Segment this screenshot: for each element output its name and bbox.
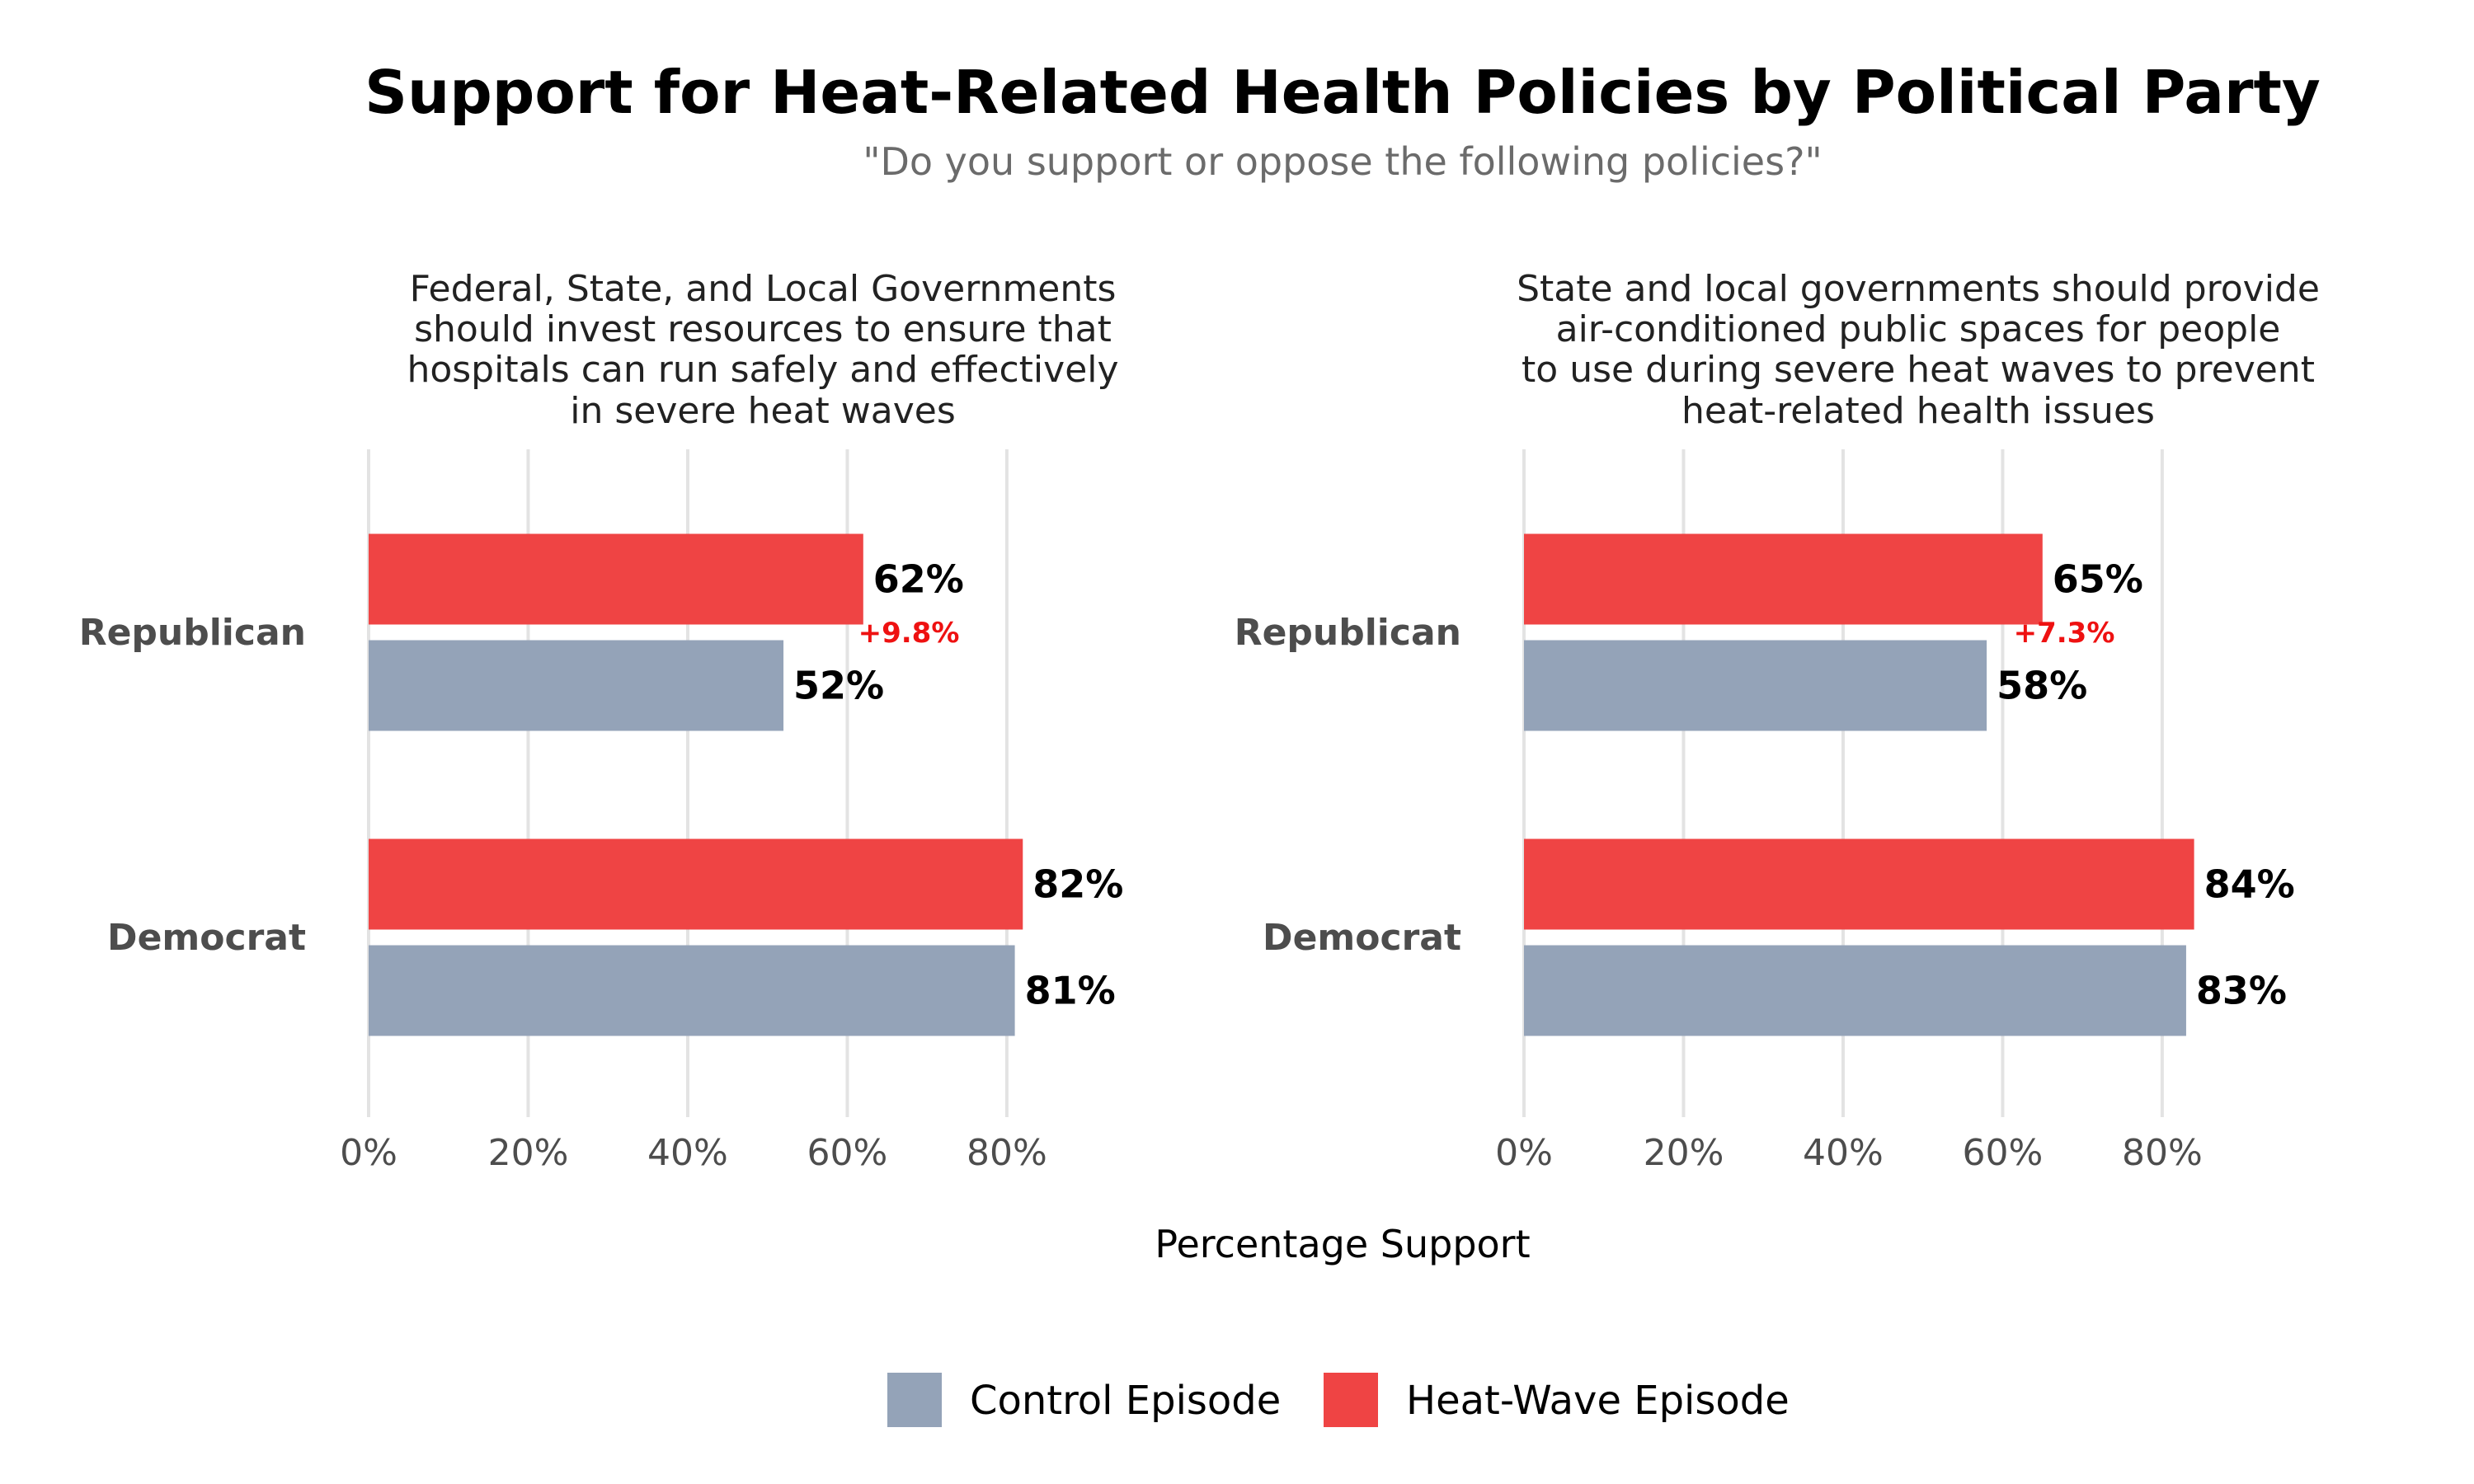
data-label: 62% [873, 557, 964, 602]
chart-panel-2: State and local governments should provi… [1235, 268, 2320, 1174]
panel-title-line: Federal, State, and Local Governments [410, 268, 1117, 310]
data-label: 83% [2196, 969, 2287, 1013]
bar [1524, 533, 2043, 625]
panel-title-line: to use during severe heat waves to preve… [1522, 349, 2315, 391]
bar [369, 838, 1023, 930]
difference-annotation: +7.3% [2014, 617, 2115, 650]
x-tick-label: 40% [647, 1132, 728, 1174]
chart-panels: Federal, State, and Local Governmentssho… [79, 268, 2320, 1174]
panel-title-line: hospitals can run safely and effectively [407, 349, 1118, 391]
data-label: 65% [2053, 557, 2143, 602]
legend: Control Episode Heat-Wave Episode [887, 1373, 1790, 1427]
data-label: 52% [793, 664, 884, 708]
x-tick-label: 60% [1963, 1132, 2044, 1174]
x-tick-label: 20% [1644, 1132, 1724, 1174]
x-axis-label: Percentage Support [1155, 1222, 1530, 1266]
legend-label: Heat-Wave Episode [1406, 1378, 1790, 1424]
panel-title-line: should invest resources to ensure that [414, 308, 1112, 350]
x-tick-label: 60% [807, 1132, 888, 1174]
category-label: Democrat [1263, 917, 1461, 959]
panel-title-line: heat-related health issues [1681, 390, 2155, 432]
bar [1524, 945, 2186, 1036]
x-tick-label: 80% [967, 1132, 1047, 1174]
chart-title: Support for Heat-Related Health Policies… [365, 58, 2321, 127]
panel-title-line: State and local governments should provi… [1517, 268, 2320, 310]
bar [369, 945, 1015, 1036]
panel-title-line: in severe heat waves [570, 390, 956, 432]
bar [1524, 640, 1987, 731]
chart-panel-1: Federal, State, and Local Governmentssho… [79, 268, 1124, 1174]
data-label: 82% [1032, 862, 1123, 907]
data-label: 81% [1025, 969, 1116, 1013]
category-label: Republican [79, 612, 306, 654]
category-label: Democrat [107, 917, 306, 959]
x-tick-label: 20% [488, 1132, 569, 1174]
difference-annotation: +9.8% [858, 617, 960, 650]
x-tick-label: 80% [2122, 1132, 2203, 1174]
bar [369, 533, 863, 625]
bar [1524, 838, 2194, 930]
data-label: 58% [1997, 664, 2087, 708]
legend-swatch [887, 1373, 942, 1427]
data-label: 84% [2204, 862, 2295, 907]
category-label: Republican [1235, 612, 1461, 654]
x-tick-label: 0% [1495, 1132, 1553, 1174]
bar [369, 640, 784, 731]
chart-subtitle: "Do you support or oppose the following … [863, 139, 1822, 184]
legend-swatch [1324, 1373, 1378, 1427]
panel-title-line: air-conditioned public spaces for people [1556, 308, 2281, 350]
x-tick-label: 40% [1803, 1132, 1884, 1174]
legend-label: Control Episode [970, 1378, 1281, 1424]
x-tick-label: 0% [340, 1132, 397, 1174]
